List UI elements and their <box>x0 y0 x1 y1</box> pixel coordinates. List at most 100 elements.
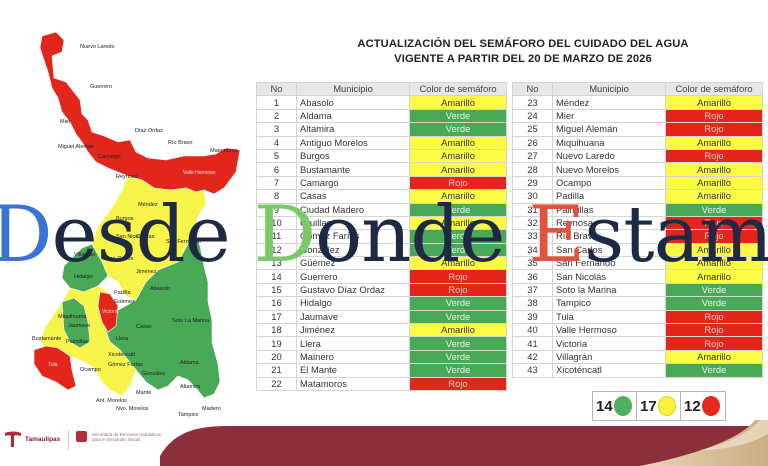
row-number: 2 <box>256 108 297 124</box>
row-municipio: Méndez <box>552 95 666 110</box>
row-number: 18 <box>256 323 297 338</box>
table-row: 37 Soto la Marina Verde <box>512 282 763 298</box>
map-region-north-red <box>39 31 241 195</box>
title-line-2: VIGENTE A PARTIR DEL 20 DE MARZO DE 2026 <box>394 53 652 65</box>
map-label: Bustamante <box>32 336 61 342</box>
row-semaforo-color: Rojo <box>665 336 763 351</box>
row-municipio: Altamira <box>296 122 410 137</box>
row-semaforo-color: Amarillo <box>409 95 507 110</box>
tamaulipas-map: Nuevo Laredo Guerrero Mier Díaz Ordaz Mi… <box>18 30 250 420</box>
row-municipio: Bustamante <box>296 162 410 177</box>
map-label: Mante <box>136 390 151 396</box>
map-label: Jiménez <box>136 269 157 275</box>
map-region-victoria-red <box>97 291 119 333</box>
row-municipio: Mier <box>552 108 666 124</box>
row-number: 9 <box>256 202 297 217</box>
row-number: 3 <box>256 122 297 137</box>
table-row: 32 Reynosa Rojo <box>512 215 763 231</box>
row-number: 20 <box>256 349 297 365</box>
row-municipio: Gómez Farías <box>296 229 410 244</box>
map-label: Valle Hermoso <box>183 170 216 176</box>
map-label: Reynosa <box>116 174 139 180</box>
row-semaforo-color: Amarillo <box>665 175 763 191</box>
secretaria-logo-text: Secretaría de Recursos Hidráulicos para … <box>92 431 162 442</box>
row-municipio: Llera <box>296 336 410 351</box>
row-number: 6 <box>256 162 297 177</box>
row-number: 25 <box>512 122 553 137</box>
page-title: ACTUALIZACIÓN DEL SEMÁFORO DEL CUIDADO D… <box>340 37 706 67</box>
map-label: Palmillas <box>66 339 88 345</box>
row-number: 22 <box>256 376 297 391</box>
table-row: 10 Cruillas Amarillo <box>256 215 507 231</box>
row-semaforo-color: Amarillo <box>665 135 763 150</box>
map-label: Matamoros <box>210 148 238 154</box>
table-row: 27 Nuevo Laredo Rojo <box>512 148 763 164</box>
map-label: Casas <box>136 324 152 330</box>
map-label: Aldama <box>180 360 200 366</box>
row-municipio: Hidalgo <box>296 296 410 311</box>
header-municipio: Municipio <box>552 81 666 97</box>
row-number: 33 <box>512 229 553 244</box>
row-municipio: San Carlos <box>552 242 666 258</box>
legend-rojo: 12 <box>681 392 725 420</box>
map-region-east-green <box>103 229 221 399</box>
table-row: 13 Güémez Amarillo <box>256 256 507 271</box>
legend-count-amarillo: 17 <box>640 397 657 415</box>
map-label: San Carlos <box>106 256 133 262</box>
row-semaforo-color: Verde <box>409 108 507 124</box>
row-number: 30 <box>512 189 553 204</box>
table-row: 28 Nuevo Morelos Amarillo <box>512 162 763 177</box>
row-number: 42 <box>512 349 553 365</box>
table-row: 4 Antiguo Morelos Amarillo <box>256 135 507 150</box>
table-row: 43 Xicoténcatl Verde <box>512 363 763 378</box>
table-row: 11 Gómez Farías Verde <box>256 229 507 244</box>
legend-count-rojo: 12 <box>684 397 701 415</box>
table-row: 33 Río Bravo Rojo <box>512 229 763 244</box>
row-semaforo-color: Rojo <box>409 175 507 191</box>
map-label: Abasolo <box>150 286 170 292</box>
tamaulipas-logo: Tamaulipas <box>4 430 60 448</box>
legend-count-verde: 14 <box>596 397 613 415</box>
table-row: 22 Matamoros Rojo <box>256 376 507 391</box>
map-label: Xicoténcatl <box>108 352 135 358</box>
row-semaforo-color: Amarillo <box>409 189 507 204</box>
row-semaforo-color: Amarillo <box>665 256 763 271</box>
row-semaforo-color: Verde <box>409 229 507 244</box>
row-semaforo-color: Verde <box>665 202 763 217</box>
table-header-row: No Municipio Color de semáforo <box>256 81 507 97</box>
row-municipio: Cruillas <box>296 215 410 231</box>
row-semaforo-color: Amarillo <box>665 242 763 258</box>
row-number: 15 <box>256 282 297 298</box>
map-label: Ant. Morelos <box>96 398 127 404</box>
row-semaforo-color: Rojo <box>665 323 763 338</box>
map-label: Mier <box>60 119 71 125</box>
row-semaforo-color: Verde <box>409 122 507 137</box>
row-semaforo-color: Amarillo <box>409 256 507 271</box>
row-semaforo-color: Verde <box>409 336 507 351</box>
title-line-1: ACTUALIZACIÓN DEL SEMÁFORO DEL CUIDADO D… <box>357 38 689 50</box>
table-row: 25 Miguel Alemán Rojo <box>512 122 763 137</box>
row-municipio: Tampico <box>552 296 666 311</box>
row-municipio: Valle Hermoso <box>552 323 666 338</box>
row-number: 13 <box>256 256 297 271</box>
row-municipio: Reynosa <box>552 215 666 231</box>
semaforo-table-right: No Municipio Color de semáforo 23 Méndez A… <box>512 81 763 378</box>
tamaulipas-logo-text: Tamaulipas <box>25 435 61 443</box>
row-number: 37 <box>512 282 553 298</box>
map-label: Llera <box>116 336 129 342</box>
logo-divider <box>68 430 69 450</box>
row-number: 7 <box>256 175 297 191</box>
map-label: San Fernando <box>166 239 201 245</box>
table-row: 30 Padilla Amarillo <box>512 189 763 204</box>
row-number: 29 <box>512 175 553 191</box>
row-municipio: Burgos <box>296 148 410 164</box>
map-label: Tampico <box>178 412 198 418</box>
row-semaforo-color: Rojo <box>665 148 763 164</box>
map-label: Tula <box>48 362 58 368</box>
tamaulipas-t-icon <box>4 430 22 448</box>
map-label: Guerrero <box>90 84 112 90</box>
row-municipio: Tula <box>552 309 666 325</box>
row-number: 35 <box>512 256 553 271</box>
row-number: 23 <box>512 95 553 110</box>
row-semaforo-color: Amarillo <box>665 95 763 110</box>
